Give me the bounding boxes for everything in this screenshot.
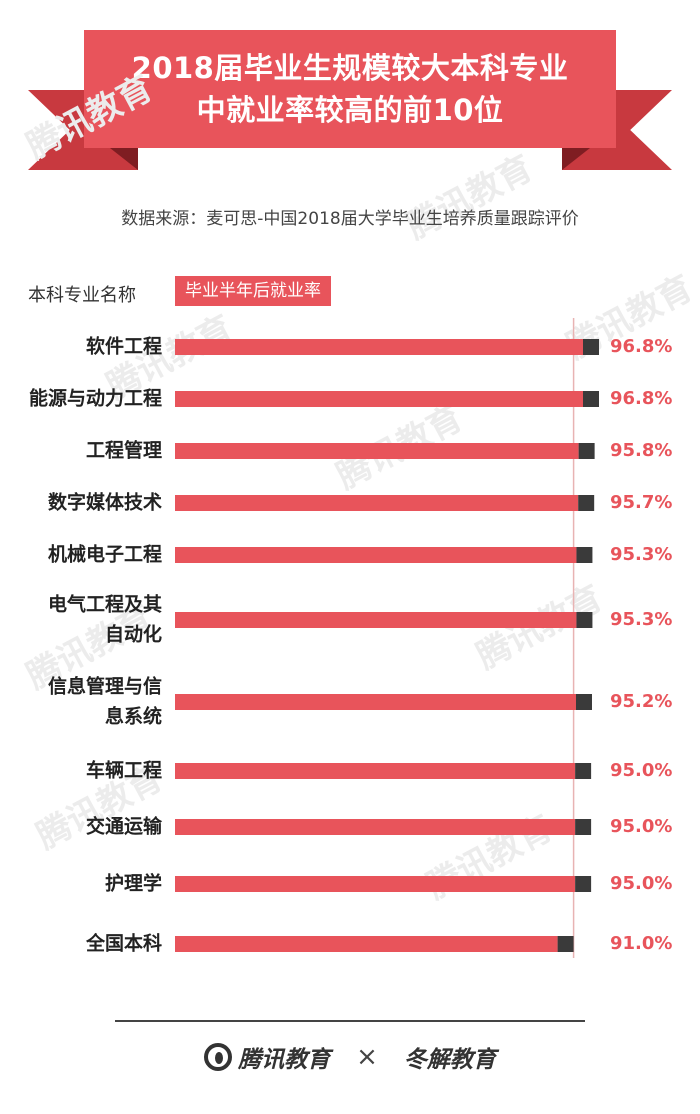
bar — [175, 443, 579, 459]
bar — [175, 936, 558, 952]
value-label: 96.8% — [610, 388, 672, 409]
title-line-2: 中就业率较高的前10位 — [196, 93, 504, 127]
bar-tip — [575, 763, 592, 779]
data-source: 数据来源：麦可思-中国2018届大学毕业生培养质量跟踪评价 — [121, 209, 579, 229]
category-label: 护理学 — [105, 872, 162, 895]
logo-left-text: 腾讯教育 — [238, 1047, 331, 1073]
tencent-logo-icon — [204, 1043, 233, 1071]
value-label: 95.7% — [610, 492, 672, 513]
bar — [175, 339, 583, 355]
category-label: 机械电子工程 — [48, 543, 162, 566]
category-label: 数字媒体技术 — [48, 491, 162, 514]
bar — [175, 612, 577, 628]
tencent-education-logo: 腾讯教育 — [204, 1040, 330, 1074]
value-label: 95.2% — [610, 691, 672, 712]
category-label: 电气工程及其 — [48, 593, 162, 616]
bar — [175, 763, 576, 779]
separator: × — [356, 1042, 378, 1072]
bar — [175, 391, 583, 407]
value-label: 91.0% — [610, 933, 672, 954]
value-label: 95.0% — [610, 873, 672, 894]
bar-tip — [576, 612, 593, 628]
value-label: 95.0% — [610, 760, 672, 781]
bar-tip — [575, 819, 592, 835]
value-label: 95.0% — [610, 816, 672, 837]
category-label: 能源与动力工程 — [29, 387, 162, 410]
category-label: 自动化 — [105, 623, 162, 646]
bar — [175, 694, 576, 710]
bar-tip — [583, 339, 599, 355]
bar — [175, 876, 576, 892]
title-line-1: 2018届毕业生规模较大本科专业 — [131, 51, 569, 85]
bar-tip — [557, 936, 574, 952]
value-label: 96.8% — [610, 336, 672, 357]
value-column-header: 毕业半年后就业率 — [175, 276, 331, 306]
value-label: 95.3% — [610, 609, 672, 630]
category-label: 车辆工程 — [86, 759, 162, 782]
bar — [175, 819, 576, 835]
bar-tip — [583, 391, 599, 407]
bar — [175, 547, 577, 563]
footer-divider — [115, 1020, 585, 1022]
partner-logo: 冬解教育 — [404, 1040, 496, 1074]
category-label: 工程管理 — [86, 439, 162, 462]
watermark: 腾讯教育 — [400, 148, 540, 248]
value-label: 95.8% — [610, 440, 672, 461]
category-label: 交通运输 — [86, 815, 163, 838]
value-label: 95.3% — [610, 544, 672, 565]
bar-tip — [576, 547, 593, 563]
bar-tip — [575, 694, 592, 710]
bar-tip — [575, 876, 592, 892]
category-label: 信息管理与信 — [48, 675, 162, 698]
category-label: 息系统 — [105, 705, 162, 728]
logo-right-text: 冬解教育 — [403, 1047, 496, 1073]
title-ribbon: 2018届毕业生规模较大本科专业 中就业率较高的前10位 — [84, 30, 616, 148]
category-label: 软件工程 — [86, 335, 162, 358]
employment-rate-bar-chart: 软件工程 96.8% 能源与动力工程 96.8% 工程管理 95.8% 数字媒体技术 95.7… — [29, 318, 672, 958]
bar — [175, 495, 579, 511]
footer: 腾讯教育 × 冬解教育 — [0, 1037, 700, 1077]
bar-tip — [578, 495, 595, 511]
bar-tip — [578, 443, 595, 459]
category-column-header: 本科专业名称 — [28, 285, 136, 306]
category-label: 全国本科 — [85, 932, 162, 955]
